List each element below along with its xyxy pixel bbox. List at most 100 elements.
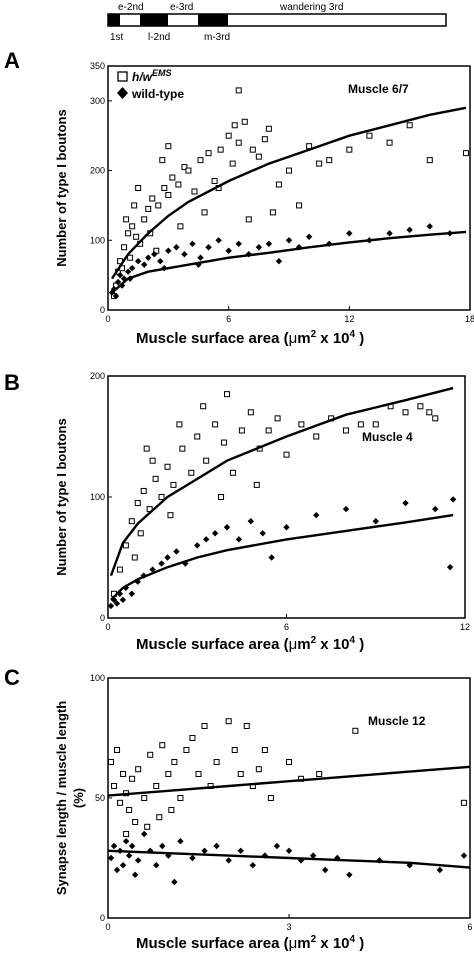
wildtype-point-b-24: [342, 505, 350, 513]
wildtype-point-c-2: [113, 866, 121, 874]
mutant-point-c-36: [144, 823, 151, 830]
mutant-point-c-21: [213, 759, 220, 765]
x-tick-label-a-0: 0: [105, 314, 110, 324]
wildtype-point-b-10: [158, 560, 165, 567]
chart-title-a: Muscle 6/7: [348, 82, 409, 96]
wildtype-point-a-12: [165, 247, 172, 254]
mutant-point-b-16: [221, 439, 228, 446]
y-tick-label-b-1: 100: [90, 492, 105, 502]
mutant-point-c-38: [168, 807, 175, 813]
wildtype-point-c-32: [460, 852, 468, 859]
wildtype-point-c-20: [249, 862, 256, 869]
mutant-point-c-7: [129, 775, 136, 782]
y-tick-label-c-2: 100: [90, 673, 105, 683]
mutant-point-c-29: [267, 795, 274, 801]
wildtype-point-b-12: [173, 548, 180, 555]
wildtype-point-a-24: [275, 258, 283, 265]
wildtype-point-c-10: [147, 847, 154, 854]
timeline-block-1st: [108, 14, 120, 26]
mutant-point-b-37: [200, 403, 207, 410]
x-tick-label-a-2: 12: [344, 314, 354, 324]
x-axis-label-b: Muscle surface area (μm2 x 104 ): [136, 635, 364, 653]
wildtype-point-b-14: [194, 542, 201, 549]
mutant-point-b-43: [143, 445, 150, 452]
mutant-point-a-30: [261, 136, 268, 143]
wildtype-point-a-23: [265, 240, 273, 247]
wildtype-point-b-2: [113, 600, 121, 607]
legend: h/wEMS wild-type: [117, 68, 184, 101]
wildtype-point-c-15: [189, 854, 196, 862]
fit-curve-a-mutant: [110, 106, 467, 280]
wildtype-point-a-32: [406, 226, 413, 234]
wildtype-point-b-21: [268, 554, 275, 561]
mutant-point-a-22: [211, 178, 218, 185]
mutant-point-a-38: [366, 132, 373, 139]
legend-marker-filled-diamond: [117, 87, 128, 99]
wildtype-point-a-16: [197, 254, 204, 261]
timeline-label-m3rd: m-3rd: [204, 32, 230, 43]
wildtype-point-a-6: [128, 264, 136, 272]
mutant-point-b-41: [253, 481, 260, 488]
mutant-point-c-32: [316, 771, 323, 777]
mutant-point-a-27: [241, 118, 248, 125]
wildtype-point-a-35: [112, 292, 120, 300]
panel-letter-a: A: [4, 48, 20, 73]
mutant-point-c-18: [195, 771, 202, 777]
mutant-point-a-16: [175, 181, 182, 188]
data-points-a: [108, 87, 469, 300]
timeline: e-2nd e-3rd wandering 3rd 1st l-2nd m-3r…: [107, 2, 447, 43]
wildtype-point-c-23: [285, 847, 293, 854]
wildtype-point-c-5: [122, 838, 130, 845]
wildtype-point-a-33: [426, 223, 433, 230]
y-tick-label-a-0: 0: [100, 305, 105, 315]
wildtype-point-c-0: [107, 854, 115, 862]
mutant-point-a-13: [161, 185, 168, 191]
wildtype-point-b-0: [107, 602, 115, 610]
mutant-point-c-34: [460, 799, 467, 806]
mutant-point-a-17: [181, 164, 188, 171]
mutant-point-b-3: [128, 518, 135, 525]
mutant-point-c-39: [123, 831, 130, 837]
x-tick-label-c-2: 6: [467, 922, 472, 932]
mutant-point-a-7: [133, 233, 140, 240]
mutant-point-a-35: [316, 160, 323, 167]
wildtype-point-a-15: [189, 240, 196, 247]
mutant-point-b-33: [432, 415, 439, 422]
mutant-point-a-36: [326, 157, 333, 164]
y-axis-label-a: Number of type I boutons: [54, 109, 69, 266]
legend-label-wildtype: wild-type: [131, 87, 184, 101]
x-tick-label-b-0: 0: [105, 622, 110, 632]
wildtype-point-a-8: [141, 261, 148, 268]
wildtype-point-b-13: [182, 560, 189, 567]
mutant-point-a-40: [406, 122, 413, 129]
mutant-point-a-37: [346, 146, 353, 153]
wildtype-point-c-17: [213, 842, 220, 850]
fit-curve-a-wildtype: [111, 230, 467, 294]
fit-curve-b-mutant: [109, 386, 454, 577]
wildtype-point-a-7: [134, 258, 142, 265]
mutant-point-b-27: [343, 427, 349, 434]
mutant-point-b-17: [229, 469, 236, 476]
wildtype-point-a-31: [386, 230, 393, 237]
chart-title-b: Muscle 4: [362, 430, 413, 444]
timeline-block-l2nd: [140, 14, 168, 26]
mutant-point-a-33: [286, 167, 292, 174]
mutant-point-c-19: [201, 723, 208, 729]
mutant-point-a-15: [169, 174, 176, 181]
mutant-point-a-57: [177, 223, 184, 230]
mutant-point-a-41: [426, 157, 433, 164]
wildtype-point-c-19: [237, 847, 244, 854]
mutant-point-b-7: [152, 475, 159, 482]
mutant-point-b-35: [149, 457, 156, 464]
mutant-point-b-36: [176, 421, 183, 428]
y-tick-label-a-1: 100: [90, 235, 105, 245]
mutant-point-a-53: [245, 216, 252, 223]
mutant-point-c-15: [177, 795, 184, 801]
mutant-point-a-4: [121, 244, 128, 251]
wildtype-point-b-9: [149, 566, 156, 573]
mutant-point-c-9: [141, 795, 148, 801]
mutant-point-a-56: [462, 150, 469, 157]
panel-a: A 0 6 12 18 0 100 200 300 350 Muscle 6/7 h/wEMS …: [4, 48, 474, 347]
wildtype-point-c-30: [406, 862, 413, 869]
mutant-point-b-29: [372, 421, 379, 428]
